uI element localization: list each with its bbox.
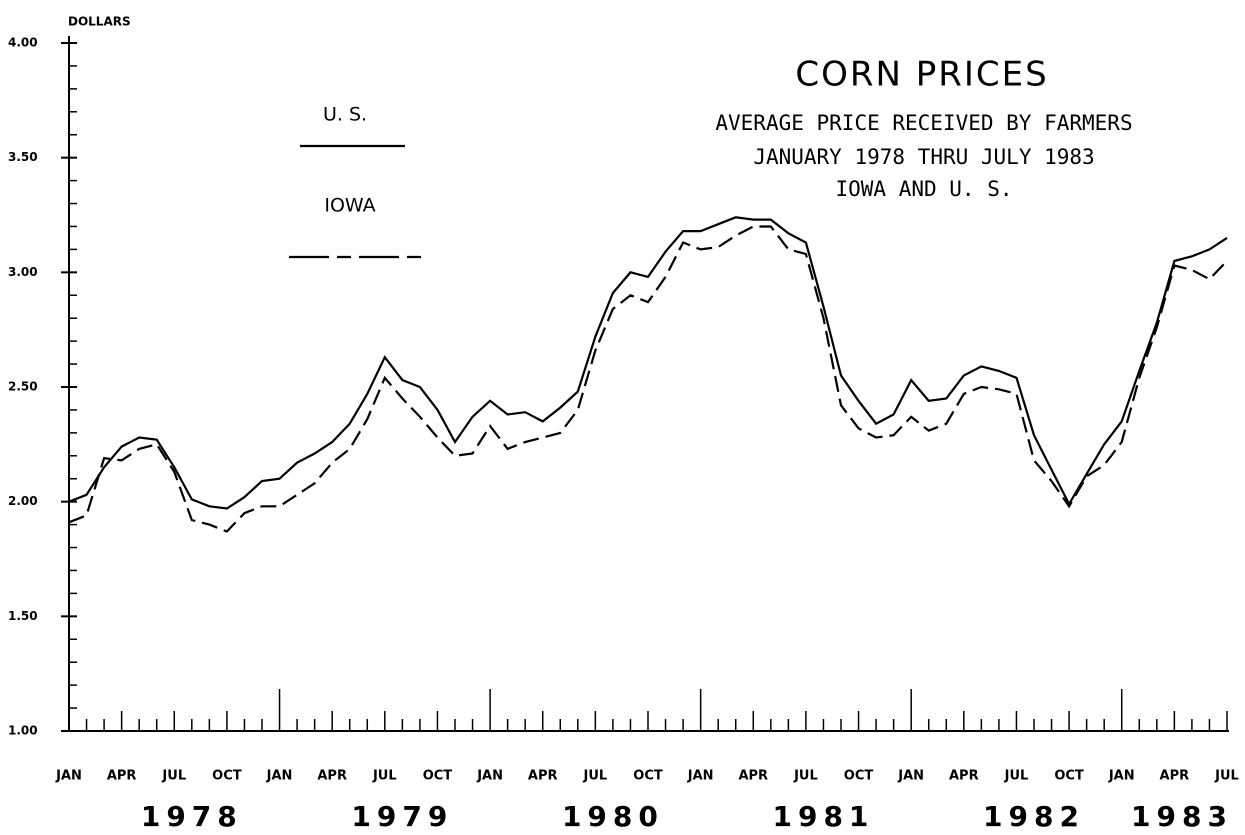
x-tick-label: OCT [633, 769, 663, 784]
line-series [68, 216, 1228, 510]
x-tick-label: JUL [1214, 769, 1239, 784]
subtitle: AVERAGE PRICE RECEIVED BY FARMERS [715, 111, 1132, 135]
x-tick-label: APR [317, 769, 347, 784]
x-tick-label: APR [1160, 769, 1190, 784]
legend-label: U. S. [323, 104, 367, 126]
year-label: 1981 [772, 800, 874, 833]
chart-title: CORN PRICES [795, 55, 1048, 95]
x-tick-label: JUL [1004, 769, 1029, 784]
year-label: 1980 [562, 800, 664, 833]
legend-label: IOWA [324, 195, 375, 217]
subtitle: JANUARY 1978 THRU JULY 1983 [753, 145, 1094, 169]
y-tick-label: 4.00 [8, 36, 38, 50]
x-tick-label: JAN [55, 769, 82, 784]
year-label: 1982 [983, 800, 1085, 833]
x-tick-label: JAN [1108, 769, 1135, 784]
x-tick-label: JAN [266, 769, 293, 784]
x-tick-label: OCT [212, 769, 242, 784]
x-tick-label: JAN [476, 769, 503, 784]
y-tick-label: 2.00 [8, 494, 38, 508]
x-tick-label: JUL [161, 769, 186, 784]
x-tick-label: JAN [687, 769, 714, 784]
y-tick-label: 3.00 [8, 265, 38, 279]
line-series [68, 225, 1228, 533]
x-tick-label: OCT [844, 769, 874, 784]
x-tick-label: JUL [583, 769, 608, 784]
x-tick-label: OCT [423, 769, 453, 784]
x-tick-label: OCT [1054, 769, 1084, 784]
y-tick-label: 3.50 [8, 150, 38, 164]
year-label: 1978 [141, 800, 243, 833]
x-tick-label: APR [738, 769, 768, 784]
x-tick-label: APR [528, 769, 558, 784]
subtitle: IOWA AND U. S. [835, 177, 1012, 201]
year-label: 1983 [1131, 800, 1233, 833]
x-tick-label: APR [949, 769, 979, 784]
x-tick-label: APR [107, 769, 137, 784]
x-tick-label: JUL [793, 769, 818, 784]
x-tick-label: JUL [372, 769, 397, 784]
y-tick-label: 1.50 [8, 609, 38, 623]
y-tick-label: 2.50 [8, 380, 38, 394]
y-tick-label: 1.00 [8, 724, 38, 738]
x-tick-label: JAN [897, 769, 924, 784]
year-label: 1979 [351, 800, 453, 833]
y-axis-label: DOLLARS [68, 15, 131, 29]
